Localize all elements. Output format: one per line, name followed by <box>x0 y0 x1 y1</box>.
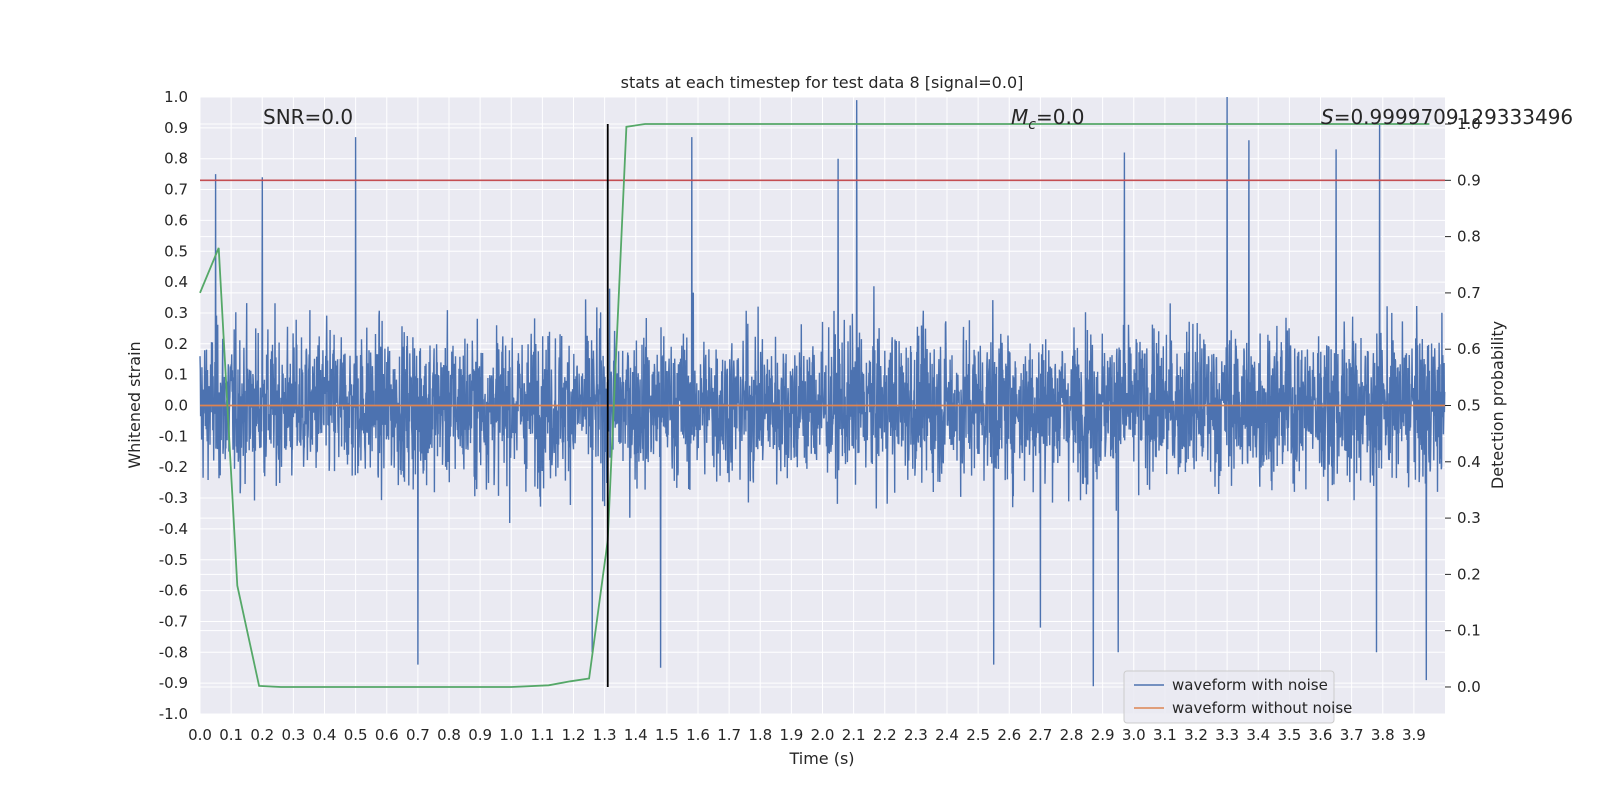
y-tick-label: 0.2 <box>164 335 188 353</box>
detection-overlay <box>199 123 1445 688</box>
y2-axis-ticks: 0.0 0.1 0.2 0.3 0.4 0.5 0.6 0.7 0.8 0.9 1.0 <box>1445 115 1481 696</box>
x-tick-label: 2.9 <box>1091 726 1115 744</box>
y-tick-label: 0.9 <box>164 119 188 137</box>
y2-tick-label: 0.2 <box>1457 565 1481 583</box>
y2-tick-label: 0.4 <box>1457 453 1481 471</box>
y2-tick-label: 0.6 <box>1457 340 1481 358</box>
x-tick-label: 1.0 <box>499 726 523 744</box>
chirp-mass-value: =0.0 <box>1036 105 1085 129</box>
x-tick-label: 3.0 <box>1122 726 1146 744</box>
legend-label-noisy: waveform with noise <box>1172 676 1328 694</box>
y-tick-label: -0.1 <box>159 427 188 445</box>
x-tick-label: 3.1 <box>1153 726 1177 744</box>
x-tick-label: 3.3 <box>1215 726 1239 744</box>
y-tick-label: -0.5 <box>159 551 188 569</box>
chirp-mass-subscript: c <box>1028 117 1036 133</box>
x-tick-label: 1.3 <box>593 726 617 744</box>
snr-annotation: SNR=0.0 <box>263 105 353 129</box>
x-axis-ticks: 0.0 0.1 0.2 0.3 0.4 0.5 0.6 0.7 0.8 0.9 1.0 1.1 1.2 1… <box>188 726 1426 744</box>
y-tick-label: -0.7 <box>159 612 188 630</box>
x-tick-label: 0.1 <box>219 726 243 744</box>
x-tick-label: 2.1 <box>842 726 866 744</box>
y-tick-label: 0.0 <box>164 397 188 415</box>
x-tick-label: 3.6 <box>1309 726 1333 744</box>
x-tick-label: 2.0 <box>811 726 835 744</box>
x-tick-label: 0.2 <box>250 726 274 744</box>
y-tick-label: -0.6 <box>159 582 188 600</box>
y-tick-label: 0.8 <box>164 150 188 168</box>
x-tick-label: 1.5 <box>655 726 679 744</box>
y-axis-label: Whitened strain <box>125 341 144 468</box>
y2-tick-label: 0.0 <box>1457 678 1481 696</box>
y-tick-label: 0.6 <box>164 211 188 229</box>
x-tick-label: 1.4 <box>624 726 648 744</box>
y-tick-label: -0.9 <box>159 674 188 692</box>
x-tick-label: 1.1 <box>530 726 554 744</box>
x-tick-label: 3.8 <box>1371 726 1395 744</box>
y-tick-label: 1.0 <box>164 88 188 106</box>
x-tick-label: 0.0 <box>188 726 212 744</box>
y-tick-label: -0.8 <box>159 643 188 661</box>
x-tick-label: 2.3 <box>904 726 928 744</box>
chirp-mass-symbol: M <box>1011 105 1028 129</box>
y-tick-label: 0.1 <box>164 366 188 384</box>
y2-tick-label: 0.5 <box>1457 397 1481 415</box>
x-tick-label: 0.5 <box>344 726 368 744</box>
x-tick-label: 0.8 <box>437 726 461 744</box>
x-tick-label: 0.7 <box>406 726 430 744</box>
score-symbol: S <box>1321 105 1334 129</box>
x-tick-label: 0.9 <box>468 726 492 744</box>
y-tick-label: 0.4 <box>164 273 188 291</box>
y-axis-ticks: -1.0 -0.9 -0.8 -0.7 -0.6 -0.5 -0.4 -0.3 -0.2 -0.1… <box>159 88 188 723</box>
x-tick-label: 3.2 <box>1184 726 1208 744</box>
x-tick-label: 2.6 <box>997 726 1021 744</box>
y-tick-label: 0.7 <box>164 181 188 199</box>
y2-tick-label: 0.8 <box>1457 228 1481 246</box>
x-tick-label: 2.2 <box>873 726 897 744</box>
x-tick-label: 3.4 <box>1246 726 1270 744</box>
y-tick-label: 0.3 <box>164 304 188 322</box>
chart-title: stats at each timestep for test data 8 [… <box>621 73 1024 92</box>
legend: waveform with noise waveform without noi… <box>1123 670 1352 724</box>
x-tick-label: 2.5 <box>966 726 990 744</box>
x-tick-label: 0.4 <box>313 726 337 744</box>
x-tick-label: 3.5 <box>1277 726 1301 744</box>
y-tick-label: -0.4 <box>159 520 188 538</box>
x-tick-label: 3.7 <box>1340 726 1364 744</box>
x-tick-label: 3.9 <box>1402 726 1426 744</box>
score-value: =0.9999709129333496 <box>1334 105 1573 129</box>
y2-tick-label: 0.7 <box>1457 284 1481 302</box>
x-tick-label: 1.7 <box>717 726 741 744</box>
x-tick-label: 1.2 <box>562 726 586 744</box>
y2-tick-label: 1.0 <box>1457 115 1481 133</box>
y2-axis-label: Detection probability <box>1488 321 1507 489</box>
x-tick-label: 1.6 <box>686 726 710 744</box>
legend-label-clean: waveform without noise <box>1172 699 1352 717</box>
y-tick-label: -0.3 <box>159 489 188 507</box>
y2-tick-label: 0.9 <box>1457 171 1481 189</box>
chirp-mass-annotation: Mc=0.0 <box>1011 105 1085 133</box>
y-tick-label: -1.0 <box>159 705 188 723</box>
detection-probability-line <box>199 123 1430 688</box>
y-tick-label: 0.5 <box>164 242 188 260</box>
x-axis-label: Time (s) <box>788 749 854 768</box>
x-tick-label: 2.4 <box>935 726 959 744</box>
y-tick-label: -0.2 <box>159 458 188 476</box>
x-tick-label: 0.3 <box>281 726 305 744</box>
score-annotation: S=0.9999709129333496 <box>1321 105 1573 129</box>
y2-tick-label: 0.1 <box>1457 622 1481 640</box>
x-tick-label: 2.8 <box>1060 726 1084 744</box>
legend-box <box>1123 670 1335 724</box>
y2-tick-label: 0.3 <box>1457 509 1481 527</box>
x-tick-label: 2.7 <box>1028 726 1052 744</box>
x-tick-label: 1.9 <box>779 726 803 744</box>
x-tick-label: 1.8 <box>748 726 772 744</box>
x-tick-label: 0.6 <box>375 726 399 744</box>
